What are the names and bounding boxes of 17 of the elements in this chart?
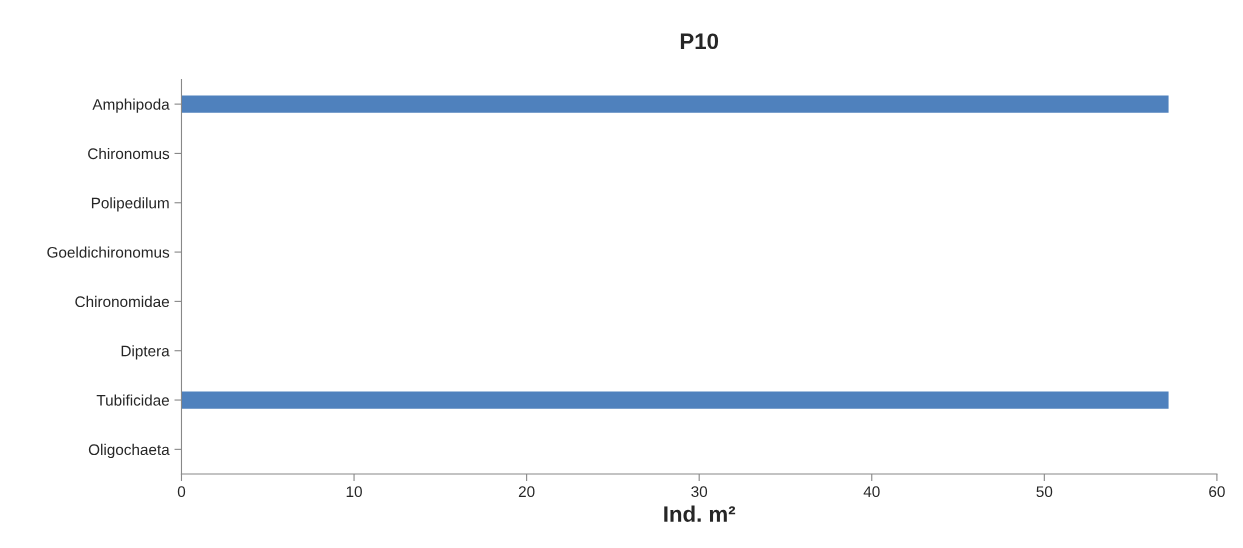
x-tick-label: 60 <box>1209 486 1225 498</box>
y-tick-label: Amphipoda <box>92 98 170 113</box>
y-tick-label: Goeldichironomus <box>47 246 170 258</box>
x-tick-label: 20 <box>518 486 535 498</box>
x-tick-label: 0 <box>177 486 186 498</box>
x-tick-label: 40 <box>863 486 880 498</box>
x-tick-label: 10 <box>346 486 362 498</box>
chart-title: P10 <box>680 33 719 50</box>
y-tick-label: Diptera <box>121 345 170 360</box>
x-tick-label: 30 <box>691 486 708 498</box>
x-axis-title: Ind. m² <box>664 505 736 522</box>
y-tick-label: Chironomus <box>88 147 170 160</box>
y-tick-label: Oligochaeta <box>88 443 170 459</box>
x-tick-label: 50 <box>1036 486 1053 498</box>
y-tick-label: Tubificidae <box>96 394 169 406</box>
y-tick-label: Polipedilum <box>91 197 169 212</box>
y-tick-label: Chironomidae <box>75 295 169 308</box>
